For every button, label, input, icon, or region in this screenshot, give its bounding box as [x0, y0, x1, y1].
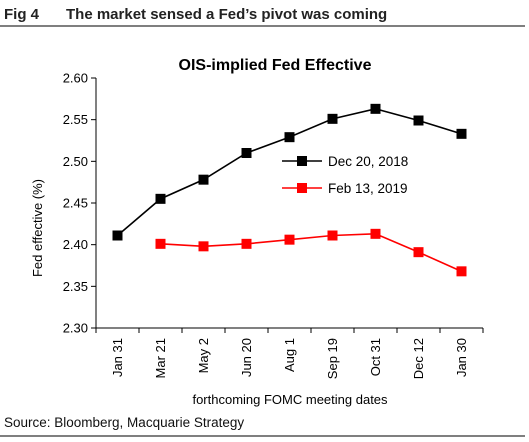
legend-marker	[297, 156, 307, 166]
data-point	[370, 228, 381, 239]
data-point	[198, 174, 209, 185]
data-point	[241, 238, 252, 249]
legend-marker	[297, 183, 307, 193]
data-point	[370, 103, 381, 114]
data-point	[198, 241, 209, 252]
data-point	[284, 234, 295, 245]
source-note: Source: Bloomberg, Macquarie Strategy	[4, 415, 245, 430]
y-tick-label: 2.60	[63, 71, 88, 86]
figure-number: Fig 4	[4, 6, 40, 23]
y-tick-label: 2.55	[63, 112, 88, 127]
header-rule	[0, 25, 525, 27]
chart-title: OIS-implied Fed Effective	[179, 57, 372, 74]
series-1	[112, 103, 467, 241]
x-tick-label: Jan 30	[454, 338, 469, 377]
figure-headline: The market sensed a Fed’s pivot was comi…	[66, 6, 388, 23]
x-tick-label: Aug 1	[282, 338, 297, 372]
x-tick-label: May 2	[196, 338, 211, 373]
x-axis-label: forthcoming FOMC meeting dates	[192, 392, 388, 407]
data-point	[241, 148, 252, 158]
y-tick-label: 2.30	[63, 321, 88, 336]
chart: OIS-implied Fed Effective Fed effective …	[30, 57, 484, 407]
data-point	[155, 238, 166, 249]
data-point	[413, 247, 424, 258]
y-tick-label: 2.35	[63, 279, 88, 294]
data-point	[456, 266, 467, 277]
footer-rule	[0, 435, 525, 437]
legend-label: Feb 13, 2019	[328, 181, 408, 196]
data-point	[284, 132, 295, 143]
data-point	[112, 230, 123, 241]
x-tick-label: Sep 19	[325, 338, 340, 379]
y-tick-label: 2.45	[63, 196, 88, 211]
data-point	[327, 113, 338, 124]
y-tick-label: 2.50	[63, 154, 88, 169]
data-point	[155, 193, 166, 204]
data-point	[413, 115, 424, 126]
y-axis-label: Fed effective (%)	[30, 179, 45, 277]
x-tick-label: Dec 12	[411, 338, 426, 379]
y-tick-label: 2.40	[63, 237, 88, 252]
x-tick-label: Jun 20	[239, 338, 254, 377]
x-tick-label: Jan 31	[110, 338, 125, 377]
legend-entry: Feb 13, 2019	[282, 181, 408, 196]
figure-header: Fig 4 The market sensed a Fed’s pivot wa…	[4, 5, 525, 29]
legend-entry: Dec 20, 2018	[282, 154, 408, 169]
legend-label: Dec 20, 2018	[328, 154, 408, 169]
series-line	[160, 233, 462, 273]
x-tick-label: Oct 31	[368, 338, 383, 376]
series-line	[116, 108, 462, 237]
x-tick-label: Mar 21	[153, 338, 168, 378]
series-2	[155, 228, 467, 277]
data-point	[327, 230, 338, 241]
data-point	[456, 128, 467, 139]
